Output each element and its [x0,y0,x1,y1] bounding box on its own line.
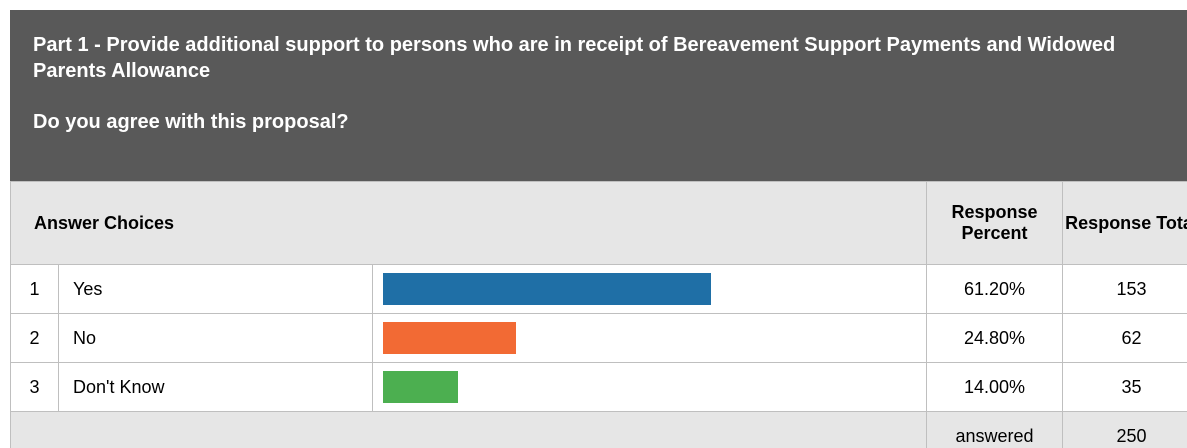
row-number: 2 [10,313,59,363]
table-row: 1 Yes 61.20% 153 [10,264,1187,314]
answered-label: answered [926,411,1064,448]
question-title: Part 1 - Provide additional support to p… [33,34,1116,82]
bar-cell [371,362,928,412]
table-row: 3 Don't Know 14.00% 35 [10,362,1187,412]
response-percent: 14.00% [926,362,1064,412]
row-number: 3 [10,362,59,412]
answered-row: answered 250 [10,411,1187,448]
question-text: Do you agree with this proposal? [33,111,349,133]
response-percent: 61.20% [926,264,1064,314]
response-percent-header: Response Percent [926,181,1064,265]
answer-label: No [58,313,373,363]
bar-cell [371,313,928,363]
row-number: 1 [10,264,59,314]
answer-choices-header: Answer Choices [10,181,928,265]
response-bar [383,371,458,403]
results-body: 1 Yes 61.20% 153 2 No 24.80% 62 3 Don't Know 14.00… [10,264,1187,412]
response-total-header: Response Total [1062,181,1187,265]
question-header: Part 1 - Provide additional support to p… [10,10,1187,181]
survey-question-panel: Part 1 - Provide additional support to p… [10,10,1187,448]
answer-label: Don't Know [58,362,373,412]
results-table: Answer Choices Response Percent Response… [10,181,1187,448]
response-total: 153 [1062,264,1187,314]
response-total: 62 [1062,313,1187,363]
response-bar [383,273,711,305]
answer-label: Yes [58,264,373,314]
table-row: 2 No 24.80% 62 [10,313,1187,363]
bar-cell [371,264,928,314]
response-percent: 24.80% [926,313,1064,363]
response-total: 35 [1062,362,1187,412]
answered-spacer [10,411,928,448]
answered-total: 250 [1062,411,1187,448]
response-bar [383,322,516,354]
